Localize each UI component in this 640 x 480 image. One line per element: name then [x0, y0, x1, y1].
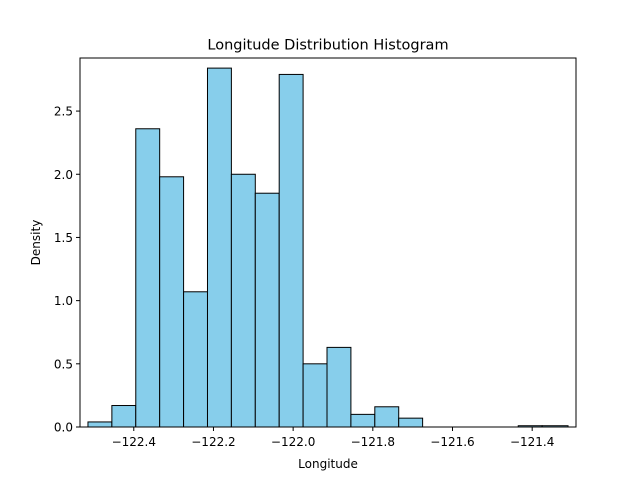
x-axis-label: Longitude	[298, 457, 358, 471]
y-axis-ticks: 0.0 0.5 1.0 1.5 2.0 2.5	[54, 105, 80, 435]
histogram-bar	[374, 406, 400, 428]
histogram-bar	[302, 363, 328, 428]
histogram-bar	[159, 176, 185, 428]
bars-group	[87, 67, 569, 428]
x-tick-label: −122.0	[271, 435, 315, 449]
y-tick-label: 0.5	[54, 357, 73, 371]
y-tick-label: 2.5	[54, 105, 73, 119]
y-tick-label: 1.5	[54, 231, 73, 245]
histogram-bar	[87, 421, 113, 428]
y-tick-label: 1.0	[54, 294, 73, 308]
plot-frame	[79, 57, 577, 428]
histogram-bar	[230, 173, 256, 428]
chart-title: Longitude Distribution Histogram	[207, 38, 448, 54]
histogram-bar	[278, 73, 304, 428]
y-axis-label: Density	[29, 220, 43, 266]
histogram-bar	[398, 417, 424, 428]
x-axis-ticks: −122.4 −122.2 −122.0 −121.8 −121.6 −121.4	[112, 427, 554, 449]
histogram-bar	[206, 67, 232, 428]
histogram-bar	[111, 405, 137, 428]
x-tick-label: −122.4	[112, 435, 156, 449]
y-tick-label: 0.0	[54, 421, 73, 435]
histogram-bar	[350, 413, 376, 428]
x-tick-label: −121.4	[510, 435, 554, 449]
x-tick-label: −121.8	[351, 435, 395, 449]
x-tick-label: −122.2	[191, 435, 235, 449]
histogram-bar	[183, 291, 208, 428]
histogram-bar	[326, 346, 352, 428]
histogram-bar	[254, 192, 280, 428]
histogram-bar	[135, 128, 161, 428]
x-tick-label: −121.6	[430, 435, 474, 449]
y-tick-label: 2.0	[54, 168, 73, 182]
